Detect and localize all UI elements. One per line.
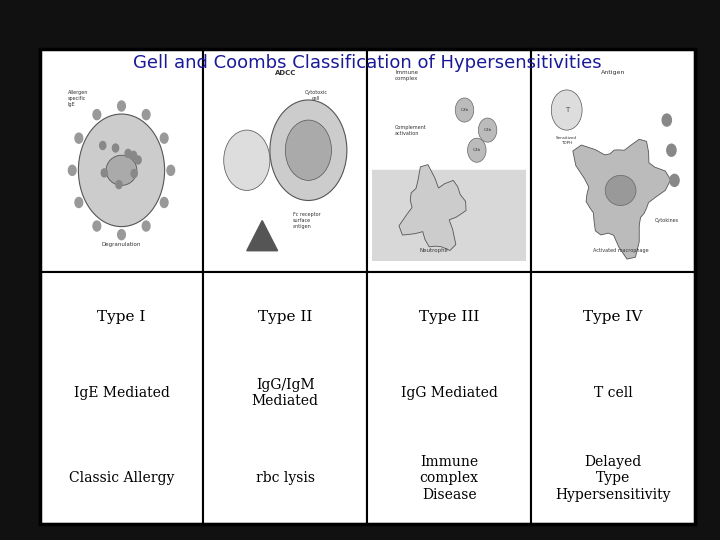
Text: T cell: T cell (593, 386, 632, 400)
Text: IgE Mediated: IgE Mediated (73, 386, 169, 400)
Text: Immune
complex
Disease: Immune complex Disease (420, 455, 479, 502)
Text: rbc lysis: rbc lysis (256, 471, 315, 485)
Text: Type IV: Type IV (583, 310, 642, 325)
Text: IgG/IgM
Mediated: IgG/IgM Mediated (252, 378, 319, 408)
Bar (203, 272, 367, 524)
Text: Type III: Type III (419, 310, 480, 325)
Text: Type I: Type I (97, 310, 145, 325)
Text: Delayed
Type
Hypersensitivity: Delayed Type Hypersensitivity (555, 455, 670, 502)
Bar (40, 272, 203, 524)
Bar (367, 49, 531, 272)
Bar (40, 49, 203, 272)
Bar (40, 49, 695, 524)
Text: Gell and Coombs Classification of Hypersensitivities: Gell and Coombs Classification of Hypers… (133, 54, 601, 72)
Bar (40, 49, 695, 524)
Text: Classic Allergy: Classic Allergy (69, 471, 174, 485)
Bar (367, 272, 531, 524)
Text: Type II: Type II (258, 310, 312, 325)
Text: IgG Mediated: IgG Mediated (400, 386, 498, 400)
Bar (203, 49, 367, 272)
Bar (531, 49, 695, 272)
Bar (531, 272, 695, 524)
